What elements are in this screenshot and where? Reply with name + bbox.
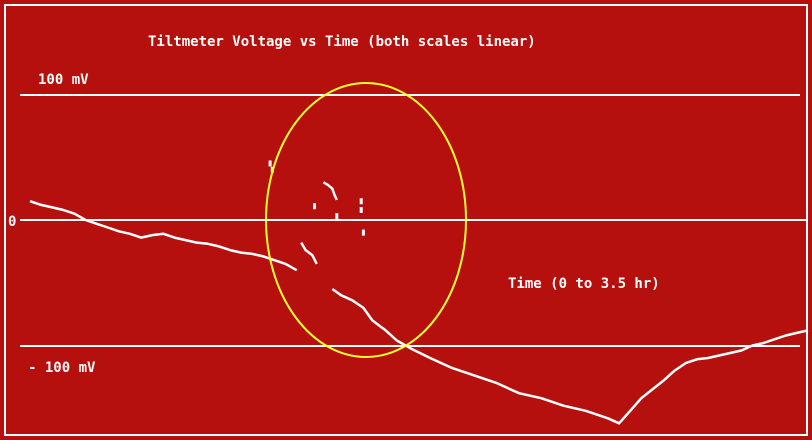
- tick-label-minus100mv: - 100 mV: [28, 360, 96, 376]
- voltage-trace-segment-4: [322, 181, 338, 201]
- voltage-trace-segment-1: [29, 200, 298, 272]
- voltage-spike-point-7: [361, 229, 365, 236]
- voltage-spike-point-5: [359, 198, 363, 205]
- voltage-spike-point-4: [335, 213, 339, 220]
- voltage-trace-segment-3: [331, 287, 809, 425]
- chart-title: Tiltmeter Voltage vs Time (both scales l…: [148, 34, 536, 50]
- tick-label-100mv: 100 mV: [38, 72, 89, 88]
- series-layer: [29, 160, 809, 425]
- voltage-spike-point-1: [268, 160, 272, 167]
- tick-label-zero: 0: [8, 214, 16, 230]
- voltage-trace-segment-2: [300, 241, 318, 265]
- voltage-spike-point-6: [359, 207, 363, 213]
- voltage-spike-point-3: [313, 203, 316, 210]
- x-axis-label: Time (0 to 3.5 hr): [508, 276, 660, 292]
- annotation-ellipse: [265, 82, 467, 358]
